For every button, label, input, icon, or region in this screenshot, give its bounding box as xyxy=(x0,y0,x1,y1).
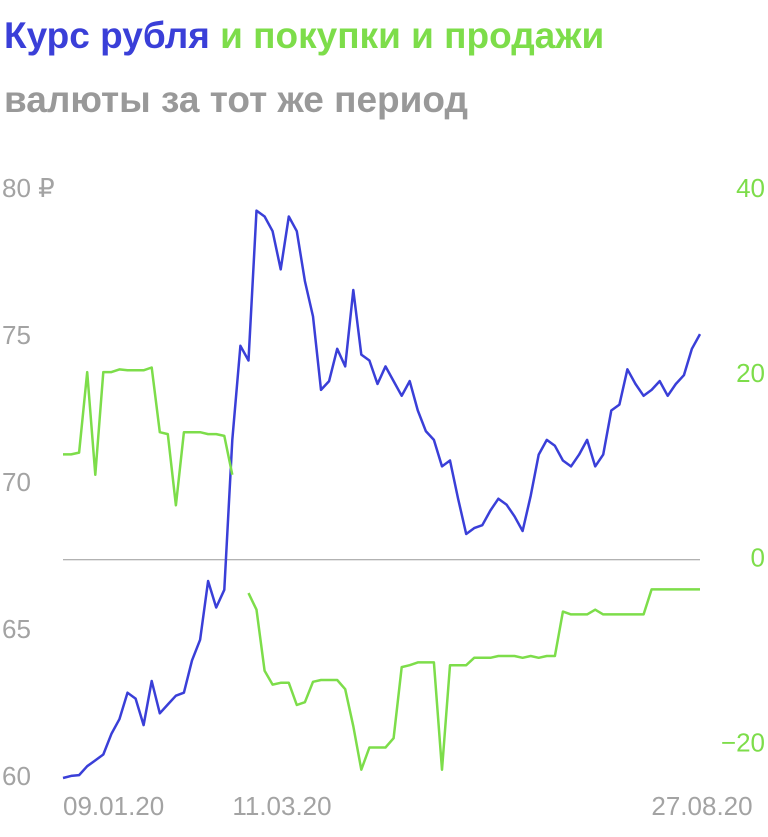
y2-tick-label: 40 xyxy=(736,173,765,203)
x-tick-label: 09.01.20 xyxy=(63,791,164,821)
y-tick-label: 60 xyxy=(2,761,31,791)
y-tick-label: 65 xyxy=(2,614,31,644)
series-line xyxy=(62,209,702,780)
y-tick-label: 70 xyxy=(2,467,31,497)
series-line xyxy=(63,366,700,771)
y2-tick-label: 20 xyxy=(736,358,765,388)
title-part: и покупки и продажи xyxy=(220,15,604,56)
y2-tick-label: −20 xyxy=(721,728,765,758)
y2-tick-label: 0 xyxy=(751,543,765,573)
y-tick-label: 80 ₽ xyxy=(2,173,55,203)
title-part: Курс рубля xyxy=(4,15,210,56)
y-tick-label: 75 xyxy=(2,320,31,350)
x-tick-label: 27.08.20 xyxy=(651,791,752,821)
chart-subtitle: валюты за тот же период xyxy=(4,79,468,120)
chart-title: Курс рубля и покупки и продажи xyxy=(4,15,604,56)
x-tick-label: 11.03.20 xyxy=(232,791,331,821)
